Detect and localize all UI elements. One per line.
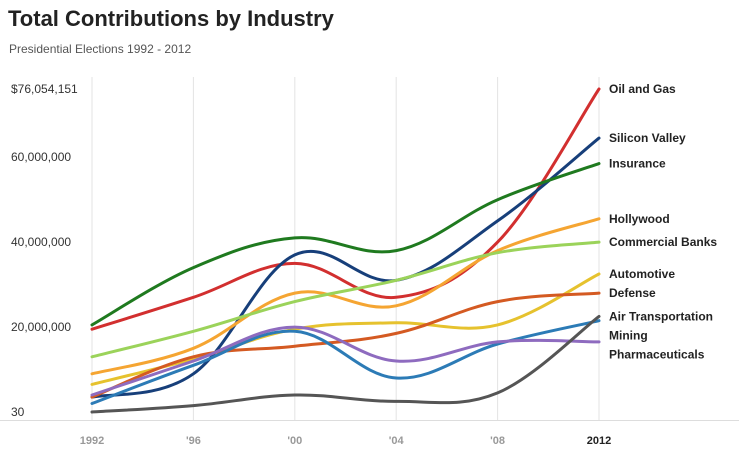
chart-subtitle: Presidential Elections 1992 - 2012 xyxy=(9,42,192,56)
series-lines xyxy=(90,87,601,414)
series-line-insurance xyxy=(90,162,601,327)
series-label-oil-and-gas: Oil and Gas xyxy=(609,82,676,96)
series-labels: Oil and Gas Silicon Valley Insurance Hollyw… xyxy=(609,82,717,361)
series-line-automotive xyxy=(90,272,601,386)
series-line-silicon-valley xyxy=(90,136,601,399)
series-line-defense xyxy=(90,291,601,399)
y-tick-label: 20,000,000 xyxy=(11,320,71,334)
x-tick-label: '04 xyxy=(389,435,405,447)
series-label-silicon-valley: Silicon Valley xyxy=(609,131,686,145)
x-tick-label: 2012 xyxy=(587,435,611,447)
x-tick-label: '08 xyxy=(490,435,505,447)
y-tick-label: 30 xyxy=(11,405,25,419)
series-line-pharmaceuticals xyxy=(90,325,601,397)
series-line-mining xyxy=(90,319,601,405)
series-label-defense: Defense xyxy=(609,286,656,300)
x-tick-label: '00 xyxy=(287,435,302,447)
series-label-hollywood: Hollywood xyxy=(609,212,670,226)
series-label-air-transportation: Air Transportation xyxy=(609,309,713,323)
y-tick-label: 60,000,000 xyxy=(11,150,71,164)
x-tick-label: '96 xyxy=(186,435,201,447)
x-axis-tick-labels: 1992 '96 '00 '04 '08 2012 xyxy=(80,435,611,447)
series-label-automotive: Automotive xyxy=(609,267,675,281)
y-tick-label: $76,054,151 xyxy=(11,82,78,96)
y-tick-label: 40,000,000 xyxy=(11,235,71,249)
series-label-pharmaceuticals: Pharmaceuticals xyxy=(609,347,705,361)
series-label-commercial-banks: Commercial Banks xyxy=(609,235,717,249)
series-line-commercial-banks xyxy=(90,240,601,359)
x-tick-label: 1992 xyxy=(80,435,104,447)
series-line-oil-and-gas xyxy=(90,87,601,331)
chart-title: Total Contributions by Industry xyxy=(8,6,334,31)
y-axis-tick-labels: $76,054,151 60,000,000 40,000,000 20,000,00… xyxy=(11,82,78,419)
series-label-mining: Mining xyxy=(609,328,648,342)
series-label-insurance: Insurance xyxy=(609,157,666,171)
series-line-air-transportation xyxy=(90,314,601,414)
series-line-hollywood xyxy=(90,217,601,376)
grid-lines xyxy=(0,77,739,421)
